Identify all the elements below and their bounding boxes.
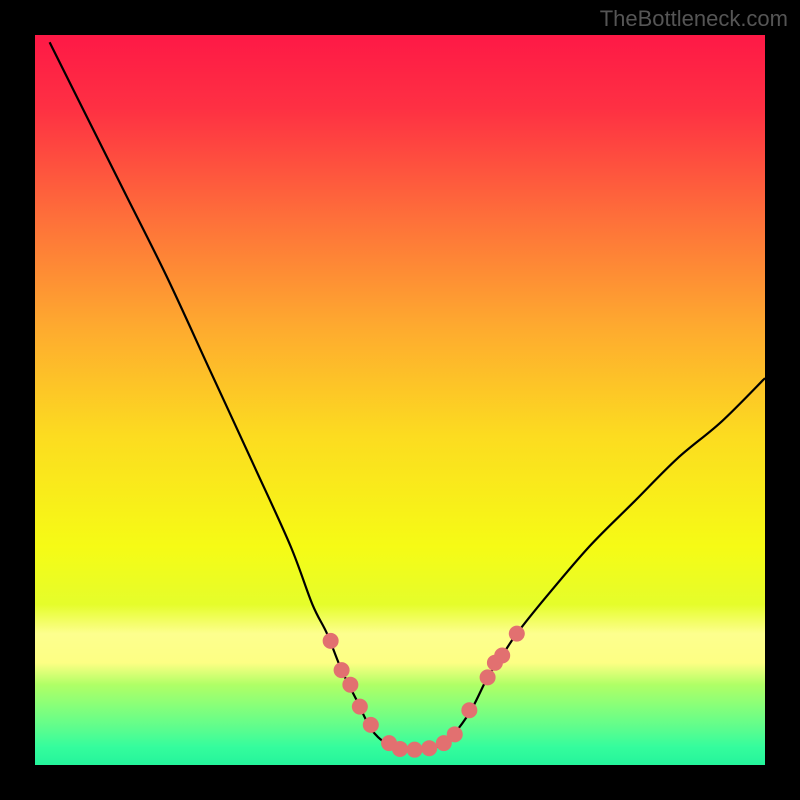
data-point [392, 741, 408, 757]
data-point [480, 669, 496, 685]
data-point [494, 648, 510, 664]
data-point [352, 699, 368, 715]
data-points-group [323, 626, 525, 758]
watermark-text: TheBottleneck.com [600, 6, 788, 32]
chart-region [35, 35, 765, 765]
bottleneck-curve [50, 42, 765, 751]
data-point [421, 740, 437, 756]
data-point [447, 726, 463, 742]
data-point [509, 626, 525, 642]
chart-overlay [35, 35, 765, 765]
data-point [342, 677, 358, 693]
data-point [363, 717, 379, 733]
data-point [323, 633, 339, 649]
data-point [461, 702, 477, 718]
data-point [407, 742, 423, 758]
data-point [334, 662, 350, 678]
